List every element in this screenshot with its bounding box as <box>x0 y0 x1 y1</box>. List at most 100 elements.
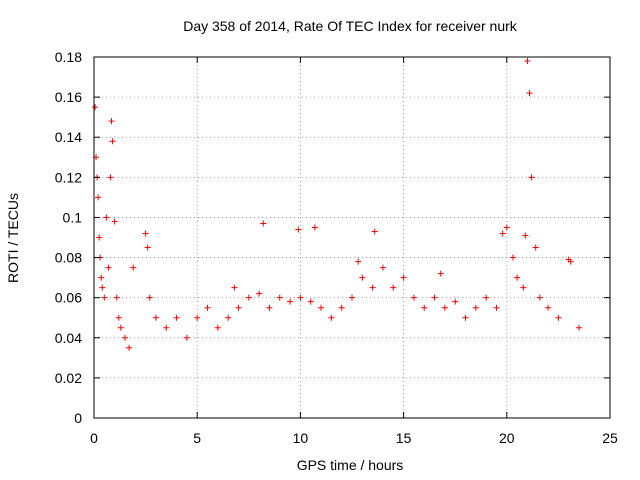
data-point <box>528 174 535 181</box>
data-point <box>410 294 417 301</box>
grid <box>94 57 610 418</box>
data-point <box>526 90 533 97</box>
data-point <box>359 274 366 281</box>
data-point <box>260 220 267 227</box>
data-point <box>235 304 242 311</box>
data-point <box>287 298 294 305</box>
data-point <box>194 314 201 321</box>
data-point <box>245 294 252 301</box>
data-point <box>338 304 345 311</box>
y-tick-label: 0.08 <box>55 250 82 266</box>
data-point <box>524 58 531 65</box>
y-tick-label: 0.06 <box>55 290 82 306</box>
y-tick-label: 0.12 <box>55 169 82 185</box>
data-point <box>144 244 151 251</box>
data-point <box>462 314 469 321</box>
data-point <box>297 294 304 301</box>
data-point <box>503 224 510 231</box>
data-point <box>441 304 448 311</box>
data-point <box>99 284 106 291</box>
y-axis-label: ROTI / TECUs <box>5 193 21 283</box>
data-point <box>126 344 133 351</box>
x-tick-label: 0 <box>90 430 98 446</box>
data-point <box>96 234 103 241</box>
data-point <box>107 174 114 181</box>
data-point <box>225 314 232 321</box>
y-tick-label: 0.18 <box>55 49 82 65</box>
data-point <box>266 304 273 311</box>
data-point <box>576 324 583 331</box>
data-point <box>108 118 115 125</box>
y-tick-label: 0.02 <box>55 370 82 386</box>
x-tick-label: 15 <box>396 430 412 446</box>
data-point <box>295 226 302 233</box>
data-point <box>567 258 574 265</box>
data-point <box>103 214 110 221</box>
data-point <box>536 294 543 301</box>
x-tick-label: 5 <box>193 430 201 446</box>
y-tick-label: 0.1 <box>63 209 83 225</box>
x-tick-label: 20 <box>499 430 515 446</box>
data-point <box>109 138 116 145</box>
data-point <box>421 304 428 311</box>
data-point <box>545 304 552 311</box>
data-point <box>142 230 149 237</box>
data-point <box>400 274 407 281</box>
data-point <box>311 224 318 231</box>
y-tick-labels: 0 0.02 0.04 0.06 0.08 0.1 0.12 0.14 0.16 0.18 <box>55 49 82 426</box>
plot-frame <box>93 56 611 419</box>
data-point <box>371 228 378 235</box>
data-point <box>379 264 386 271</box>
data-point <box>98 274 105 281</box>
data-point <box>499 230 506 237</box>
data-point <box>163 324 170 331</box>
data-point <box>95 194 102 201</box>
x-tick-labels: 0 5 10 15 20 25 <box>90 430 618 446</box>
data-point <box>369 284 376 291</box>
y-tick-label: 0 <box>74 410 82 426</box>
data-point <box>111 218 118 225</box>
data-point <box>183 334 190 341</box>
data-point <box>532 244 539 251</box>
data-point <box>355 258 362 265</box>
data-point <box>318 304 325 311</box>
data-point <box>105 264 112 271</box>
y-tick-label: 0.16 <box>55 89 82 105</box>
data-point <box>152 314 159 321</box>
data-point <box>146 294 153 301</box>
data-point <box>173 314 180 321</box>
data-points <box>92 58 583 351</box>
data-point <box>276 294 283 301</box>
data-point <box>493 304 500 311</box>
x-tick-label: 25 <box>602 430 618 446</box>
chart-title: Day 358 of 2014, Rate Of TEC Index for r… <box>183 18 518 34</box>
data-point <box>431 294 438 301</box>
data-point <box>256 290 263 297</box>
axis-ticks <box>93 56 611 419</box>
data-point <box>121 334 128 341</box>
data-point <box>522 232 529 239</box>
data-point <box>472 304 479 311</box>
data-point <box>307 298 314 305</box>
data-point <box>328 314 335 321</box>
data-point <box>117 324 124 331</box>
data-point <box>555 314 562 321</box>
data-point <box>483 294 490 301</box>
data-point <box>115 314 122 321</box>
data-point <box>514 274 521 281</box>
data-point <box>214 324 221 331</box>
data-point <box>452 298 459 305</box>
x-tick-label: 10 <box>293 430 309 446</box>
data-point <box>101 294 108 301</box>
data-point <box>509 254 516 261</box>
data-point <box>349 294 355 301</box>
data-point <box>437 270 444 277</box>
data-point <box>92 104 99 111</box>
x-axis-label: GPS time / hours <box>297 457 404 473</box>
data-point <box>113 294 120 301</box>
data-point <box>520 284 527 291</box>
data-point <box>231 284 238 291</box>
data-point <box>390 284 397 291</box>
